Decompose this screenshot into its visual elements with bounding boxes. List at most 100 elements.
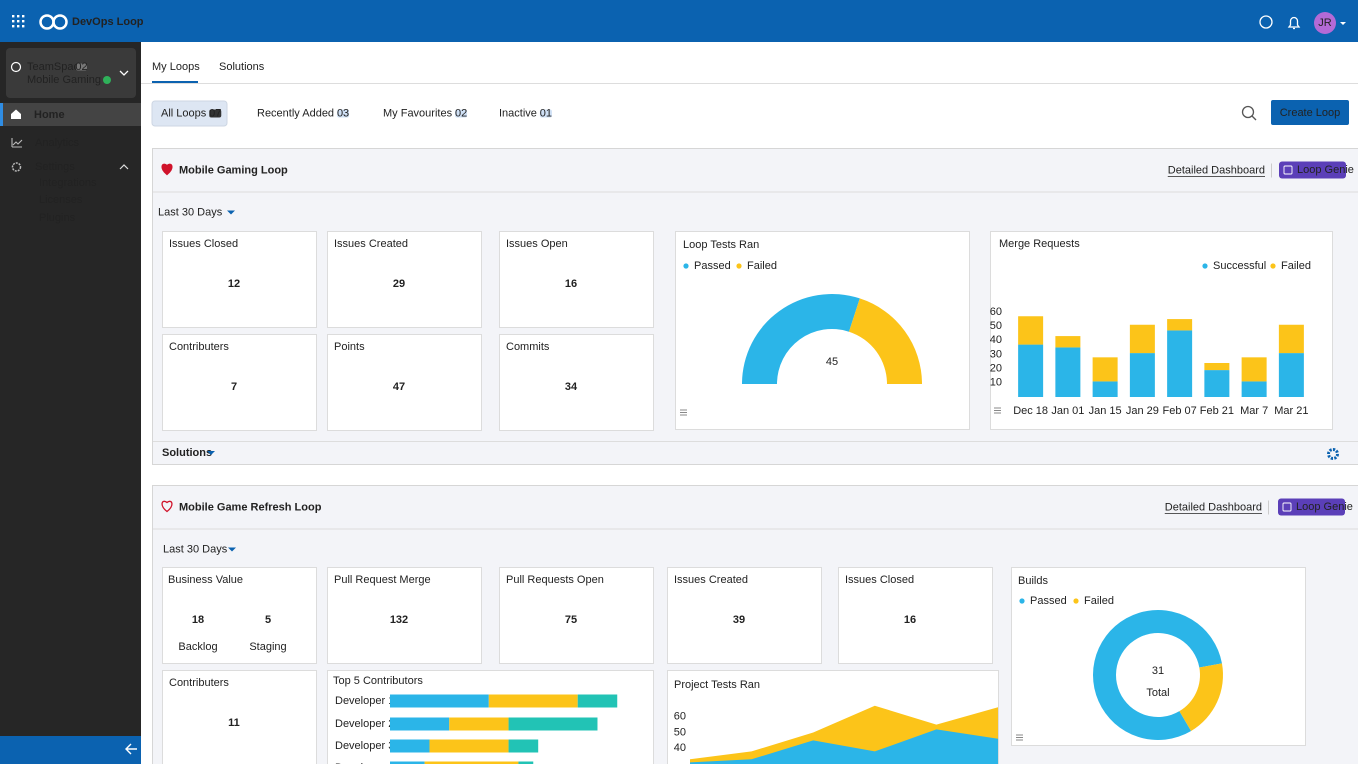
- metric-sublabel: Backlog: [178, 641, 217, 653]
- metric-value: 5: [265, 614, 271, 626]
- bar-segment: [1092, 357, 1118, 382]
- gauge-segment: [848, 298, 923, 384]
- bar-segment: [429, 739, 509, 753]
- filter-tab[interactable]: Recently Added: [257, 107, 334, 119]
- nav-active-bg: [0, 103, 141, 126]
- donut-total-label: Total: [1146, 687, 1169, 699]
- filter-count: 03: [337, 108, 349, 120]
- loop-genie-button[interactable]: [1278, 498, 1345, 516]
- x-tick-label: Jan 29: [1126, 405, 1159, 417]
- top-bar: [0, 0, 1358, 42]
- card: [327, 567, 482, 664]
- solutions-dropdown[interactable]: Solutions: [162, 447, 212, 459]
- notifications-icon[interactable]: [1287, 16, 1301, 30]
- bar-segment: [390, 694, 489, 708]
- bar-segment: [390, 739, 430, 753]
- filter-active-bg: [151, 100, 228, 127]
- help-icon[interactable]: [1259, 15, 1273, 29]
- favourite-filled[interactable]: [161, 163, 173, 176]
- apps-icon-dot: [12, 15, 15, 18]
- nav-subitem[interactable]: Licenses: [39, 194, 83, 206]
- nav-subitem[interactable]: Integrations: [39, 177, 97, 189]
- search-icon[interactable]: [1241, 105, 1255, 119]
- metric-value: 29: [393, 278, 405, 290]
- y-tick-label: 30: [990, 348, 1002, 360]
- metric-label: Issues Created: [334, 238, 408, 250]
- teamspace-label: TeamSpace: [27, 61, 85, 73]
- legend-label: Passed: [694, 260, 731, 272]
- bar-segment: [508, 717, 598, 731]
- teamspace-badge-text: 02: [75, 61, 87, 73]
- metric-label: Commits: [506, 341, 550, 353]
- teamspace-box[interactable]: [6, 48, 136, 98]
- nav-subitem[interactable]: Plugins: [39, 212, 76, 224]
- bar-segment: [1204, 363, 1230, 371]
- loop-genie-button[interactable]: [1279, 161, 1346, 179]
- nav-active-bar: [0, 103, 3, 126]
- create-loop-button[interactable]: [1271, 100, 1349, 125]
- dashboard-link[interactable]: Detailed Dashboard: [1168, 164, 1265, 176]
- y-tick-label: 50: [674, 726, 686, 738]
- legend-swatch: [1019, 598, 1025, 604]
- legend-swatch: [1270, 263, 1276, 269]
- apps-icon-dot: [22, 15, 25, 18]
- filter-count-badge: [455, 109, 468, 118]
- metric-label: Contributers: [169, 677, 229, 689]
- period-selector[interactable]: Last 30 Days: [158, 206, 223, 218]
- bar-segment: [390, 761, 425, 764]
- period-selector[interactable]: Last 30 Days: [163, 543, 228, 555]
- apps-icon-dot: [17, 15, 20, 18]
- card: [162, 334, 317, 431]
- nav-item[interactable]: Home: [34, 109, 65, 121]
- card: [675, 231, 970, 430]
- y-tick-label: 60: [674, 711, 686, 723]
- x-tick-label: Dec 18: [1013, 405, 1048, 417]
- card: [162, 670, 317, 764]
- filter-count-badge: [209, 109, 222, 118]
- avatar-caret: [1340, 22, 1346, 25]
- bar-segment: [1092, 381, 1118, 397]
- x-tick-label: Feb 21: [1200, 405, 1234, 417]
- tab[interactable]: Solutions: [219, 61, 265, 73]
- loop-name: Mobile Game Refresh Loop: [179, 501, 322, 513]
- donut-total: 31: [1152, 665, 1164, 677]
- chart-title: Project Tests Ran: [674, 679, 760, 691]
- legend-label: Failed: [1281, 260, 1311, 272]
- filter-count: 07: [209, 108, 221, 120]
- metric-value: 75: [565, 614, 577, 626]
- bar-segment: [1018, 344, 1044, 397]
- filter-tab[interactable]: All Loops: [161, 107, 207, 119]
- bar-segment: [1055, 347, 1081, 397]
- loop-name: Mobile Gaming Loop: [179, 164, 288, 176]
- metric-value: 12: [228, 278, 240, 290]
- filter-tab[interactable]: My Favourites: [383, 107, 453, 119]
- metric-label: Points: [334, 341, 365, 353]
- app-name: DevOps Loop: [72, 16, 144, 28]
- metric-label: Issues Closed: [845, 574, 914, 586]
- nav-item[interactable]: Settings: [35, 161, 75, 173]
- avatar[interactable]: [1314, 12, 1336, 34]
- bar-segment: [1167, 330, 1193, 397]
- metric-label: Business Value: [168, 574, 243, 586]
- metric-value: 39: [733, 614, 745, 626]
- filter-tab[interactable]: Inactive: [499, 107, 537, 119]
- apps-icon-dot: [22, 20, 25, 23]
- tab[interactable]: My Loops: [152, 61, 200, 73]
- y-tick-label: 40: [990, 334, 1002, 346]
- bar-segment: [1204, 370, 1230, 397]
- avatar-initials: JR: [1318, 17, 1332, 29]
- nav-item[interactable]: Analytics: [35, 137, 80, 149]
- legend-swatch: [1073, 598, 1079, 604]
- collapse-bar[interactable]: [0, 736, 141, 764]
- x-tick-label: Mar 21: [1274, 405, 1308, 417]
- status-ok: [102, 76, 111, 84]
- genie-icon: [1283, 165, 1293, 175]
- favourite-outline[interactable]: [161, 500, 173, 513]
- settings-button[interactable]: [1327, 448, 1339, 460]
- bar-segment: [1278, 353, 1304, 397]
- filter-count: 01: [540, 108, 552, 120]
- genie-icon: [1282, 502, 1292, 512]
- metric-label: Contributers: [169, 341, 229, 353]
- dashboard-link[interactable]: Detailed Dashboard: [1165, 501, 1262, 513]
